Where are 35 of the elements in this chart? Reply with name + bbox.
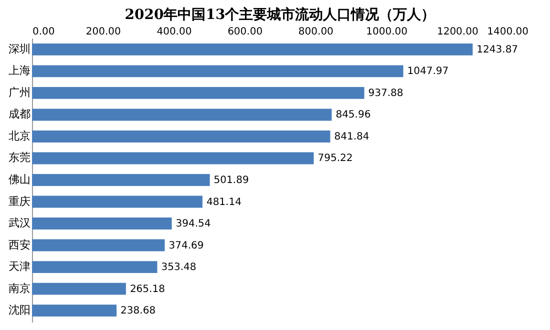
data-label: 265.18 <box>130 284 165 295</box>
x-tick-label: 1200.00 <box>436 26 478 38</box>
x-tick-label: 400.00 <box>156 26 192 38</box>
x-tick-label: 600.00 <box>228 26 263 38</box>
y-tick-label: 佛山 <box>8 173 30 186</box>
data-label: 841.84 <box>334 131 370 142</box>
data-label: 1047.97 <box>407 66 449 78</box>
x-tick-label: 800.00 <box>298 26 334 38</box>
y-tick-label: 上海 <box>8 64 30 78</box>
y-tick-label: 南京 <box>8 282 30 295</box>
y-tick-label: 重庆 <box>8 194 30 208</box>
data-label: 394.54 <box>176 218 211 230</box>
data-label: 845.96 <box>336 110 371 121</box>
y-tick-label: 深圳 <box>8 42 30 56</box>
y-tick-label: 武汉 <box>8 216 30 230</box>
data-label: 353.48 <box>161 262 196 274</box>
x-tick-label: 200.00 <box>86 26 121 38</box>
x-tick-label: 1400.00 <box>487 26 528 38</box>
y-tick-label: 西安 <box>8 238 30 252</box>
y-tick-label: 天津 <box>8 260 30 274</box>
chart-title: 2020年中国13个主要城市流动人口情况（万人） <box>124 6 436 23</box>
data-label: 481.14 <box>206 196 242 208</box>
data-label: 238.68 <box>120 306 156 317</box>
data-label: 795.22 <box>318 153 353 164</box>
data-label: 1243.87 <box>476 44 518 56</box>
data-label: 501.89 <box>214 175 249 186</box>
y-tick-label: 北京 <box>8 129 30 142</box>
data-label: 374.69 <box>168 240 204 252</box>
y-tick-label: 广州 <box>8 86 30 99</box>
x-tick-label: 1000.00 <box>366 26 408 38</box>
y-tick-label: 成都 <box>8 108 30 121</box>
x-tick-label: 0.00 <box>32 26 55 38</box>
data-label: 937.88 <box>368 88 404 99</box>
y-tick-label: 东莞 <box>8 151 30 164</box>
y-tick-label: 沈阳 <box>8 304 30 317</box>
